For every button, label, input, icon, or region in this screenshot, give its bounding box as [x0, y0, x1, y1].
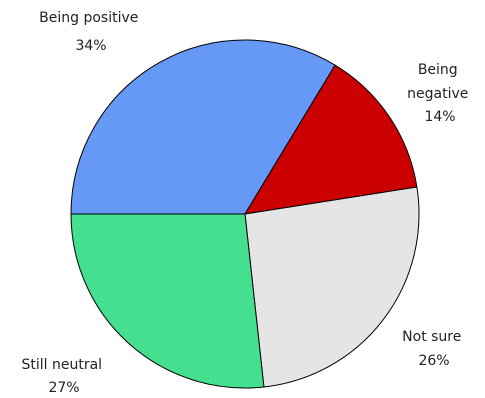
pie-slice-being-negative [244, 64, 418, 215]
label-being-negative-pct: 14% [424, 109, 455, 125]
pie-slice-being-positive [70, 39, 336, 215]
label-not-sure-name: Not sure [402, 329, 461, 345]
label-still-neutral: Still neutral 27% [21, 357, 106, 396]
label-still-neutral-name: Still neutral [21, 357, 102, 373]
label-not-sure: Not sure 26% [402, 329, 466, 369]
label-being-negative: Being negative 14% [407, 62, 473, 125]
label-being-negative-name-line1: Being [418, 62, 458, 78]
label-not-sure-pct: 26% [418, 353, 449, 369]
label-being-positive-pct: 34% [75, 38, 106, 54]
pie-slices [70, 39, 420, 389]
label-still-neutral-pct: 27% [48, 380, 79, 396]
pie-slice-not-sure [244, 186, 420, 388]
label-being-negative-name-line2: negative [407, 86, 468, 102]
pie-slice-still-neutral [70, 213, 265, 389]
label-being-positive-name: Being positive [39, 10, 138, 26]
label-being-positive: Being positive 34% [39, 10, 143, 54]
